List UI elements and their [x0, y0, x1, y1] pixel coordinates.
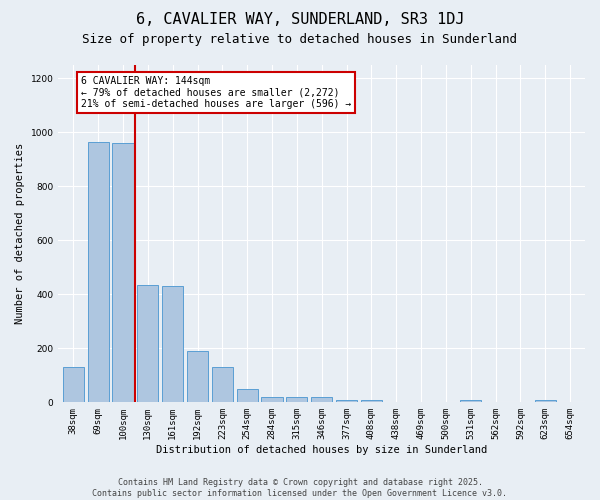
Bar: [336, 400, 357, 402]
Bar: [460, 400, 481, 402]
Y-axis label: Number of detached properties: Number of detached properties: [15, 143, 25, 324]
Bar: [187, 351, 208, 403]
Text: 6 CAVALIER WAY: 144sqm
← 79% of detached houses are smaller (2,272)
21% of semi-: 6 CAVALIER WAY: 144sqm ← 79% of detached…: [81, 76, 351, 109]
Bar: [535, 400, 556, 402]
Text: 6, CAVALIER WAY, SUNDERLAND, SR3 1DJ: 6, CAVALIER WAY, SUNDERLAND, SR3 1DJ: [136, 12, 464, 28]
Bar: [63, 368, 84, 402]
Bar: [162, 286, 183, 403]
Bar: [212, 368, 233, 402]
Bar: [361, 400, 382, 402]
Bar: [262, 397, 283, 402]
Bar: [236, 389, 258, 402]
Bar: [88, 142, 109, 403]
Bar: [311, 398, 332, 402]
Text: Size of property relative to detached houses in Sunderland: Size of property relative to detached ho…: [83, 32, 517, 46]
Text: Contains HM Land Registry data © Crown copyright and database right 2025.
Contai: Contains HM Land Registry data © Crown c…: [92, 478, 508, 498]
Bar: [286, 398, 307, 402]
Bar: [112, 144, 134, 402]
X-axis label: Distribution of detached houses by size in Sunderland: Distribution of detached houses by size …: [156, 445, 487, 455]
Bar: [137, 285, 158, 403]
